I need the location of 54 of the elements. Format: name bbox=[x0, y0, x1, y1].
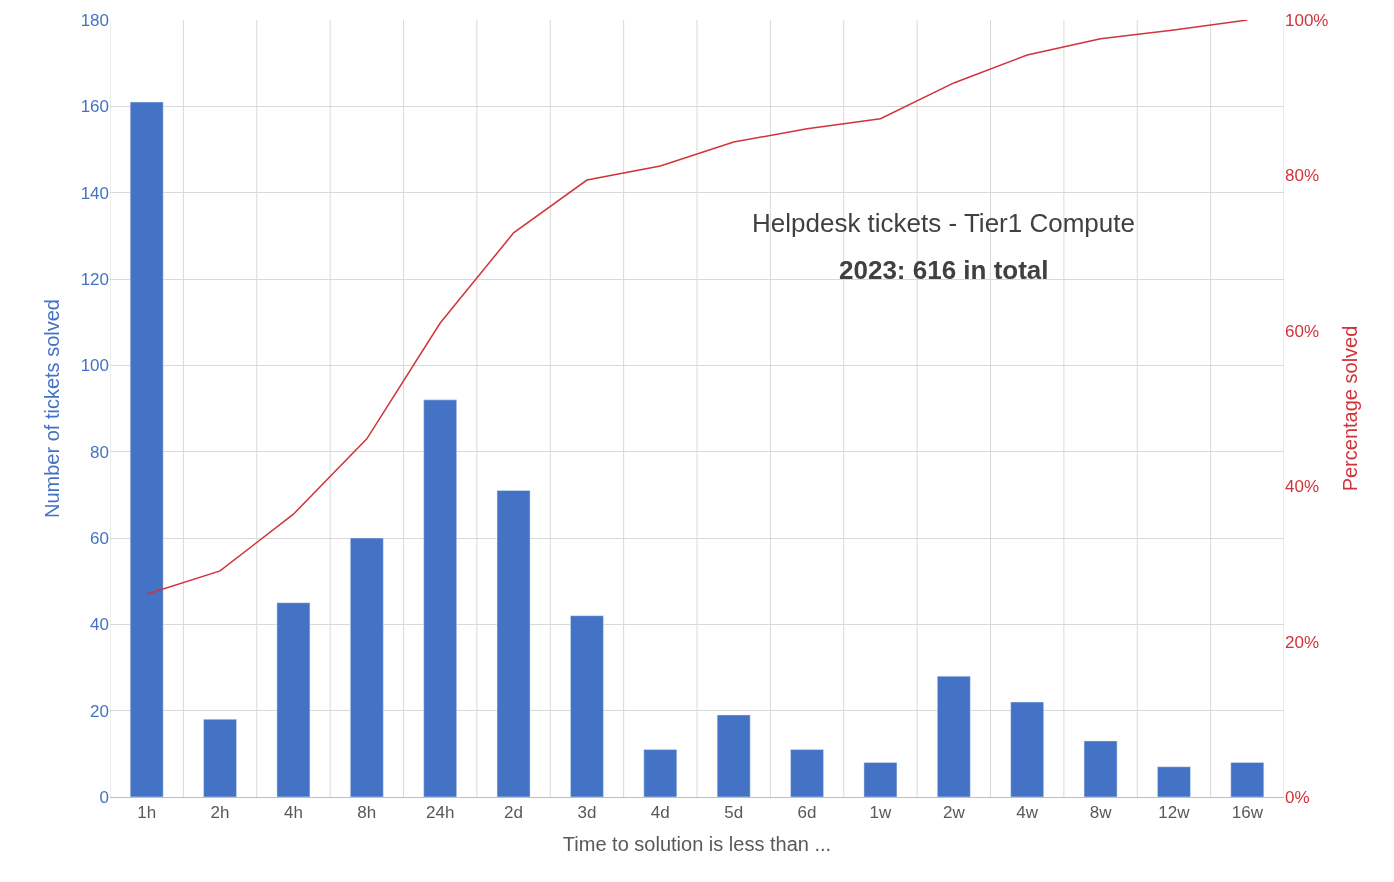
bar bbox=[423, 399, 457, 797]
bar bbox=[937, 675, 971, 797]
bar bbox=[1157, 766, 1191, 797]
x-tick-label: 2w bbox=[942, 803, 966, 823]
bar bbox=[716, 714, 751, 797]
x-tick-label: 4h bbox=[283, 803, 303, 823]
x-tick-label: 4w bbox=[1016, 803, 1039, 823]
y2-tick-label: 60% bbox=[1285, 321, 1320, 341]
x-tick-label: 5d bbox=[724, 803, 744, 823]
y-tick-label: 120 bbox=[80, 269, 109, 289]
y-axis-title: Number of tickets solved bbox=[41, 299, 64, 518]
x-tick-label: 2d bbox=[504, 803, 524, 823]
x-tick-label: 3d bbox=[577, 803, 597, 823]
y-tick-label: 180 bbox=[80, 10, 109, 30]
y2-tick-label: 100% bbox=[1285, 10, 1329, 30]
x-tick-label: 6d bbox=[797, 803, 817, 823]
bar bbox=[129, 101, 164, 797]
x-tick-label: 8h bbox=[357, 803, 377, 823]
x-tick-label: 16w bbox=[1231, 803, 1264, 823]
bar bbox=[863, 762, 898, 797]
bar bbox=[1010, 701, 1044, 797]
y-tick-label: 20 bbox=[90, 701, 109, 721]
text: Helpdesk tickets - Tier1 Compute bbox=[752, 208, 1135, 238]
bar bbox=[496, 490, 531, 797]
bar bbox=[643, 749, 678, 797]
text: 2023: 616 in total bbox=[839, 255, 1049, 285]
y-tick-label: 0 bbox=[99, 787, 109, 807]
y-tick-label: 40 bbox=[90, 615, 109, 635]
y2-tick-label: 0% bbox=[1285, 787, 1310, 807]
y-tick-label: 160 bbox=[80, 97, 109, 117]
bar bbox=[1230, 762, 1265, 797]
y-tick-label: 100 bbox=[80, 356, 109, 376]
x-tick-label: 12w bbox=[1158, 803, 1191, 823]
x-tick-label: 24h bbox=[426, 803, 455, 823]
bar bbox=[203, 719, 237, 797]
x-tick-label: 4d bbox=[650, 803, 670, 823]
bar bbox=[1083, 740, 1118, 797]
x-tick-label: 1w bbox=[869, 803, 893, 823]
bar bbox=[570, 615, 604, 797]
x-tick-label: 1h bbox=[137, 803, 157, 823]
y2-axis-title: Percentage solved bbox=[1338, 325, 1361, 492]
y2-tick-label: 20% bbox=[1285, 632, 1320, 652]
y-tick-label: 60 bbox=[90, 528, 109, 548]
x-tick-label: 8w bbox=[1089, 803, 1113, 823]
x-tick-label: 2h bbox=[210, 803, 230, 823]
y2-tick-label: 80% bbox=[1285, 166, 1320, 186]
y-tick-label: 80 bbox=[90, 442, 109, 462]
bar bbox=[350, 537, 384, 797]
y2-tick-label: 40% bbox=[1285, 477, 1320, 497]
x-axis-title: Time to solution is less than ... bbox=[562, 832, 832, 855]
bar bbox=[790, 749, 824, 797]
bar bbox=[276, 602, 311, 797]
y-tick-label: 140 bbox=[80, 183, 109, 203]
line-series bbox=[145, 20, 1249, 595]
